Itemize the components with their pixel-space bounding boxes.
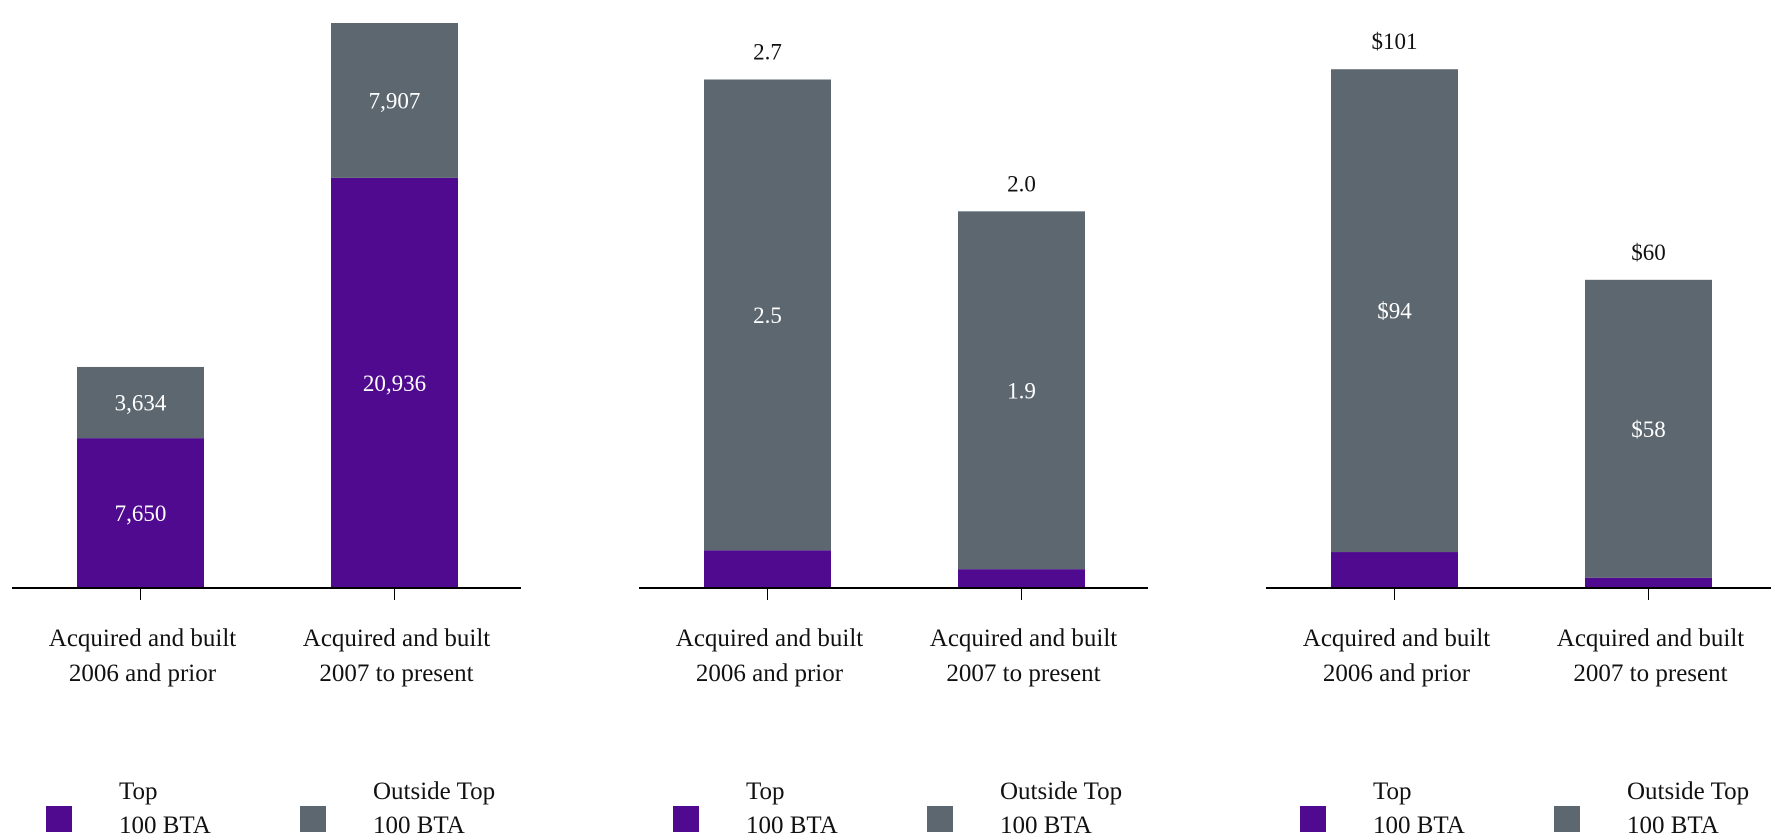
bar-total-label: 2.0	[1007, 171, 1036, 196]
legend-label: Top	[119, 778, 158, 805]
x-tick-label: Acquired and built	[1303, 625, 1491, 652]
x-tick-label: 2006 and prior	[696, 660, 844, 687]
bar-segment-top-100-bta-1	[77, 438, 204, 588]
bar-segment-outside-top-100-bta-1	[704, 79, 831, 551]
segment-value-label: $58	[1631, 417, 1666, 442]
bar-segment-top-100-bta-1	[1331, 552, 1458, 588]
segment-value-label: 7,650	[115, 501, 167, 526]
legend-swatch-top-100-bta	[1300, 806, 1326, 832]
legend-label: Top	[746, 778, 785, 805]
bar-segment-outside-top-100-bta-2	[1585, 279, 1712, 578]
x-tick-label: Acquired and built	[676, 625, 864, 652]
x-tick-label: Acquired and built	[930, 625, 1118, 652]
x-tick-label: Acquired and built	[303, 625, 491, 652]
segment-value-label: 3,634	[115, 391, 167, 416]
x-tick-label: 2007 to present	[946, 660, 1100, 687]
bar-segment-top-100-bta-2	[1585, 577, 1712, 588]
legend-label: Outside Top	[373, 778, 495, 805]
segment-value-label: 7,907	[369, 88, 421, 113]
bar-total-label: $60	[1631, 240, 1666, 265]
bar-segment-outside-top-100-bta-1	[77, 366, 204, 439]
legend-label: 100 BTA	[1000, 812, 1092, 837]
bar-total-label: 2.7	[753, 40, 782, 65]
bar-segment-top-100-bta-2	[331, 177, 458, 588]
segment-value-label: 2.5	[753, 303, 782, 328]
bar-segment-outside-top-100-bta-2	[958, 211, 1085, 570]
x-tick-label: 2007 to present	[319, 660, 473, 687]
x-tick-label: Acquired and built	[1557, 625, 1745, 652]
legend-swatch-outside-top-100-bta	[300, 806, 326, 832]
legend-label: Outside Top	[1627, 778, 1749, 805]
legend-label: 100 BTA	[1627, 812, 1719, 837]
chart-panel-2: 2.5 2.7 Acquired and built 2006 and prior 1.…	[639, 40, 1148, 837]
x-tick-label: Acquired and built	[49, 625, 237, 652]
legend-label: 100 BTA	[373, 812, 465, 837]
segment-value-label: 1.9	[1007, 378, 1036, 403]
chart-panel-1: 7,650 3,634 Acquired and built 2006 and pri…	[12, 23, 521, 837]
bar-segment-outside-top-100-bta-2	[331, 23, 458, 178]
legend-swatch-top-100-bta	[46, 806, 72, 832]
segment-value-label: $94	[1377, 299, 1412, 324]
chart-panel-3: $94 $101 Acquired and built 2006 and prior $…	[1266, 29, 1771, 837]
bar-total-label: $101	[1372, 29, 1418, 54]
legend-label: Outside Top	[1000, 778, 1122, 805]
x-tick-label: 2006 and prior	[69, 660, 217, 687]
legend-swatch-outside-top-100-bta	[1554, 806, 1580, 832]
bar-segment-top-100-bta-2	[958, 569, 1085, 588]
legend-label: Top	[1373, 778, 1412, 805]
segment-value-label: 20,936	[363, 371, 426, 396]
legend-label: 100 BTA	[746, 812, 838, 837]
bar-segment-outside-top-100-bta-1	[1331, 69, 1458, 553]
legend-swatch-top-100-bta	[673, 806, 699, 832]
bar-segment-top-100-bta-1	[704, 550, 831, 588]
legend-label: 100 BTA	[119, 812, 211, 837]
x-tick-label: 2007 to present	[1573, 660, 1727, 687]
legend-swatch-outside-top-100-bta	[927, 806, 953, 832]
x-tick-label: 2006 and prior	[1323, 660, 1471, 687]
legend-label: 100 BTA	[1373, 812, 1465, 837]
